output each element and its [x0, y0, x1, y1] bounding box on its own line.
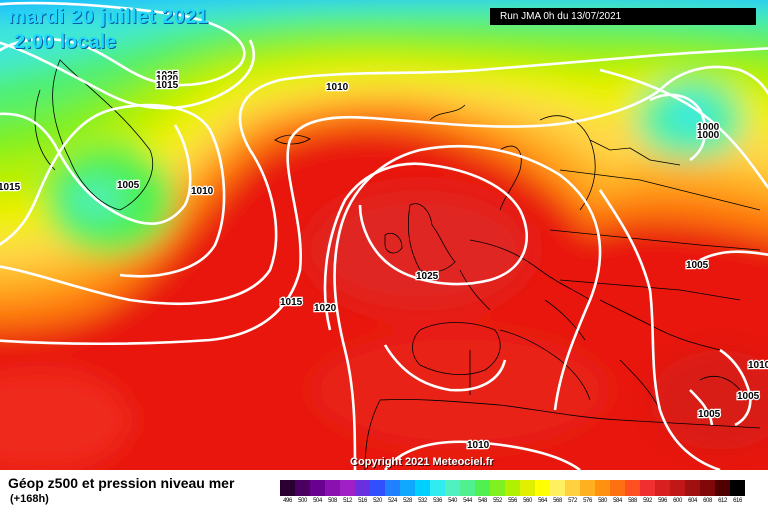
color-scale-value: 608 [703, 498, 712, 504]
isobar-label: 1025 [156, 70, 179, 81]
color-scale-value: 564 [538, 498, 547, 504]
isobar-label: 1010 [191, 186, 214, 197]
color-scale-value: 616 [733, 498, 742, 504]
isobar-label: 1020 [314, 303, 337, 314]
color-scale [280, 480, 745, 496]
color-scale-swatch [715, 480, 730, 496]
isobar-label: 1025 [416, 271, 439, 282]
isobar-label: 1000 [697, 122, 720, 133]
isobar-label: 1005 [698, 409, 721, 420]
legend-panel: Géop z500 et pression niveau mer (+168h)… [0, 470, 768, 512]
color-scale-swatch [505, 480, 520, 496]
color-scale-value: 584 [613, 498, 622, 504]
isobar-label: 1020 [156, 74, 179, 85]
color-scale-value: 504 [313, 498, 322, 504]
color-scale-swatch [385, 480, 400, 496]
color-scale-swatch [400, 480, 415, 496]
weather-map: 1025 1020 1015 1010 1015 1005 1010 1015 … [0, 0, 768, 470]
color-scale-value: 524 [388, 498, 397, 504]
color-scale-value: 540 [448, 498, 457, 504]
coastlines [34, 59, 761, 470]
forecast-date: mardi 20 juillet 2021 [8, 6, 209, 28]
color-scale-value: 588 [628, 498, 637, 504]
isobar-label: 1010 [748, 360, 768, 371]
isobar-label: 1005 [686, 260, 709, 271]
isobar-label: 1005 [117, 180, 140, 191]
color-scale-value: 612 [718, 498, 727, 504]
color-scale-value: 552 [493, 498, 502, 504]
color-scale-swatch [535, 480, 550, 496]
forecast-lead-time: (+168h) [10, 493, 49, 505]
color-scale-swatch [730, 480, 745, 496]
color-scale-value: 528 [403, 498, 412, 504]
color-scale-swatch [355, 480, 370, 496]
isobars [0, 1, 768, 470]
copyright-text: Copyright 2021 Meteociel.fr [350, 456, 494, 468]
color-scale-swatch [595, 480, 610, 496]
color-scale-value: 572 [568, 498, 577, 504]
color-scale-swatch [580, 480, 595, 496]
color-scale-swatch [670, 480, 685, 496]
model-run-info: Run JMA 0h du 13/07/2021 [490, 8, 756, 25]
color-scale-labels: 496 500 504 508 512 516 520 524 528 532 536 540 544 5… [280, 498, 745, 504]
color-scale-value: 592 [643, 498, 652, 504]
isobar-label: 1015 [0, 182, 21, 193]
color-scale-swatch [445, 480, 460, 496]
color-scale-swatch [700, 480, 715, 496]
color-scale-value: 548 [478, 498, 487, 504]
color-scale-value: 568 [553, 498, 562, 504]
color-scale-swatch [565, 480, 580, 496]
color-scale-value: 560 [523, 498, 532, 504]
color-scale-swatch [520, 480, 535, 496]
color-scale-value: 536 [433, 498, 442, 504]
color-scale-value: 600 [673, 498, 682, 504]
forecast-time: 2:00 locale [14, 31, 117, 53]
color-scale-swatch [625, 480, 640, 496]
color-scale-swatch [550, 480, 565, 496]
isobar-label: 1000 [697, 130, 720, 141]
color-scale-value: 508 [328, 498, 337, 504]
color-scale-value: 516 [358, 498, 367, 504]
isobar-label: 1005 [737, 391, 760, 402]
color-scale-swatch [340, 480, 355, 496]
color-scale-swatch [415, 480, 430, 496]
isobar-label: 1015 [156, 80, 179, 91]
color-scale-value: 596 [658, 498, 667, 504]
color-scale-swatch [685, 480, 700, 496]
isobar-label: 1010 [467, 440, 490, 451]
geopotential-field [0, 0, 768, 470]
color-scale-swatch [655, 480, 670, 496]
color-scale-swatch [610, 480, 625, 496]
color-scale-value: 512 [343, 498, 352, 504]
parameter-title: Géop z500 et pression niveau mer [8, 475, 235, 491]
color-scale-swatch [280, 480, 295, 496]
isobar-label: 1015 [280, 297, 303, 308]
color-scale-value: 556 [508, 498, 517, 504]
color-scale-swatch [460, 480, 475, 496]
color-scale-value: 576 [583, 498, 592, 504]
color-scale-swatch [295, 480, 310, 496]
color-scale-value: 520 [373, 498, 382, 504]
color-scale-swatch [310, 480, 325, 496]
color-scale-swatch [325, 480, 340, 496]
color-scale-value: 496 [283, 498, 292, 504]
color-scale-swatch [640, 480, 655, 496]
color-scale-swatch [490, 480, 505, 496]
isobar-labels: 1025 1020 1015 1010 1015 1005 1010 1015 … [0, 69, 768, 453]
color-scale-value: 500 [298, 498, 307, 504]
isobar-label: 1010 [326, 82, 349, 93]
color-scale-value: 604 [688, 498, 697, 504]
color-scale-swatch [475, 480, 490, 496]
color-scale-value: 580 [598, 498, 607, 504]
color-scale-swatch [430, 480, 445, 496]
color-scale-value: 532 [418, 498, 427, 504]
color-scale-value: 544 [463, 498, 472, 504]
color-scale-swatch [370, 480, 385, 496]
